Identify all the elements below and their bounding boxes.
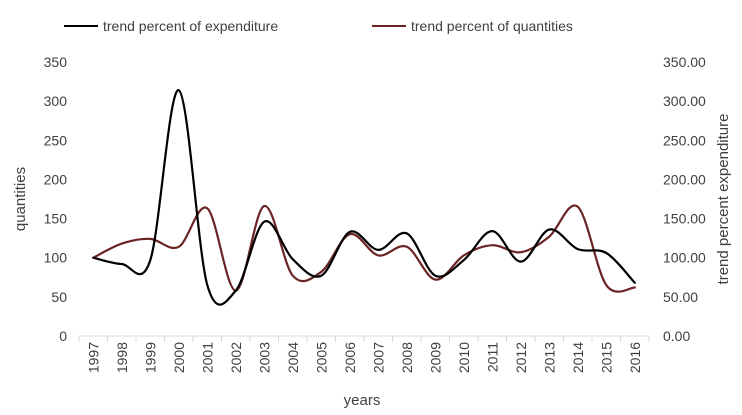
y-axis-title-left: quantities <box>12 167 29 231</box>
left-tick-label: 50 <box>51 289 67 305</box>
x-tick-label: 2006 <box>342 342 358 373</box>
right-y-axis: 0.00 50.00 100.00 150.00 200.00 250.00 300.00 3… <box>663 54 706 344</box>
plot-area <box>92 89 636 306</box>
right-tick-label: 0.00 <box>663 328 690 344</box>
left-tick-label: 250 <box>44 132 68 148</box>
y-axis-title-right: trend percent expenditure <box>715 114 732 285</box>
x-axis-title: years <box>344 392 381 409</box>
x-tick-label: 2003 <box>256 342 272 373</box>
left-tick-label: 350 <box>44 54 68 70</box>
right-tick-label: 150.00 <box>663 211 706 227</box>
x-tick-label: 2004 <box>285 342 301 373</box>
x-tick-label: 2012 <box>513 342 529 373</box>
right-tick-label: 300.00 <box>663 93 706 109</box>
x-tick-label: 2014 <box>570 342 586 373</box>
x-tick-label: 2013 <box>541 342 557 373</box>
right-tick-label: 50.00 <box>663 289 698 305</box>
left-tick-label: 150 <box>44 211 68 227</box>
x-tick-label: 2008 <box>399 342 415 373</box>
x-tick-label: 2001 <box>199 342 215 373</box>
legend: trend percent of expenditure trend perce… <box>64 18 573 34</box>
right-tick-label: 250.00 <box>663 132 706 148</box>
legend-label-expenditure: trend percent of expenditure <box>103 18 278 34</box>
x-tick-label: 2015 <box>598 342 614 373</box>
right-tick-label: 200.00 <box>663 171 706 187</box>
left-tick-label: 100 <box>44 250 68 266</box>
x-tick-label: 2009 <box>427 342 443 373</box>
x-tick-label: 2010 <box>456 342 472 373</box>
series-line-expenditure <box>92 89 636 306</box>
series-line-quantities <box>92 204 636 293</box>
legend-label-quantities: trend percent of quantities <box>411 18 573 34</box>
x-tick-label: 2000 <box>171 342 187 373</box>
right-tick-label: 100.00 <box>663 250 706 266</box>
right-tick-label: 350.00 <box>663 54 706 70</box>
x-tick-label: 2007 <box>370 342 386 373</box>
x-tick-label: 1999 <box>142 342 158 373</box>
x-tick-label: 1997 <box>85 342 101 373</box>
x-tick-label: 2016 <box>627 342 643 373</box>
x-tick-label: 2002 <box>228 342 244 373</box>
left-y-axis: 0 50 100 150 200 250 300 350 <box>44 54 68 344</box>
x-tick-label: 2005 <box>313 342 329 373</box>
left-tick-label: 0 <box>59 328 67 344</box>
x-axis: 1997 1998 1999 2000 2001 2002 2003 2004 2005 2006… <box>78 335 650 373</box>
x-tick-label: 2011 <box>484 342 500 372</box>
left-tick-label: 300 <box>44 93 68 109</box>
left-tick-label: 200 <box>44 171 68 187</box>
x-tick-label: 1998 <box>114 342 130 373</box>
